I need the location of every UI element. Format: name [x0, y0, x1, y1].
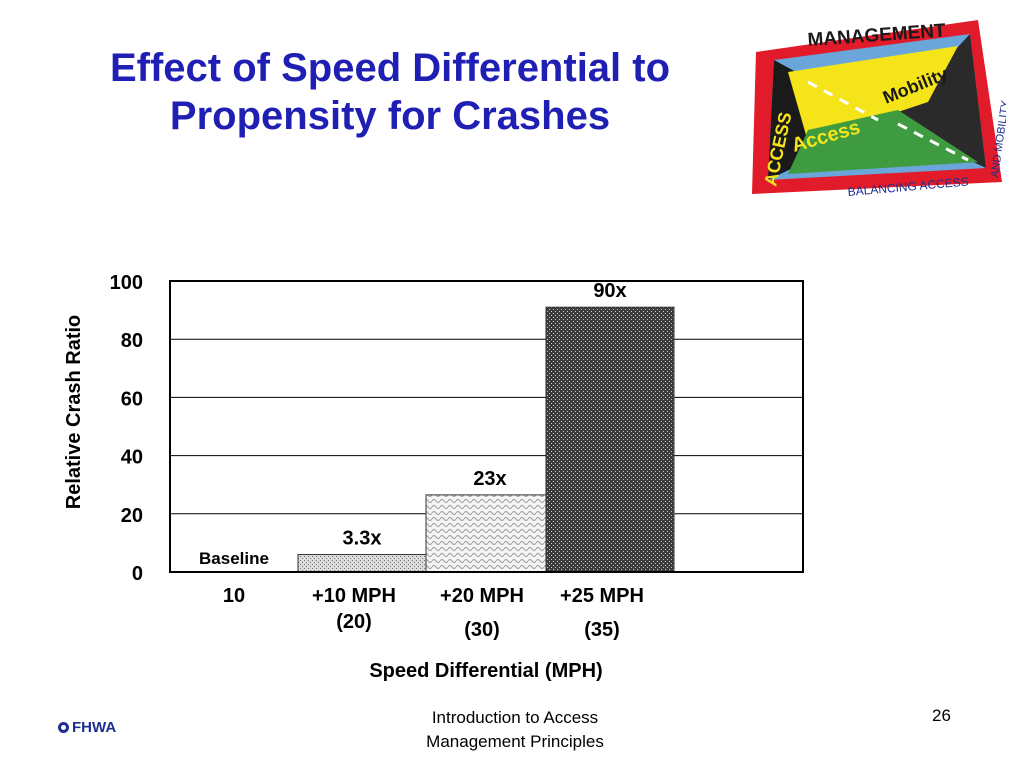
title-line-2: Propensity for Crashes: [169, 94, 611, 138]
x-tick-sublabel: (30): [464, 619, 500, 641]
bar-3: [545, 306, 675, 573]
x-tick-label: +25 MPH: [560, 585, 644, 607]
x-tick-sublabel: (20): [336, 611, 372, 633]
footer-caption: Introduction to Access Management Princi…: [390, 706, 640, 754]
logo-lane-line-1: [807, 80, 879, 122]
y-tick-label: 20: [121, 505, 143, 527]
bar-2: [425, 494, 555, 573]
y-axis-title: Relative Crash Ratio: [63, 315, 85, 510]
title-line-1: Effect of Speed Differential to: [109, 46, 671, 90]
y-tick-label: 40: [121, 447, 143, 469]
slide-title: Effect of Speed Differential to Propensi…: [40, 44, 740, 140]
y-tick-label: 100: [110, 272, 143, 294]
bar-value-label: 90x: [593, 280, 626, 302]
fhwa-label: FHWA: [72, 719, 117, 736]
page-number: 26: [932, 706, 951, 725]
fhwa-emblem-icon: [58, 722, 69, 733]
x-tick-sublabel: (35): [584, 619, 620, 641]
y-tick-label: 60: [121, 388, 143, 410]
y-tick-label: 0: [132, 563, 143, 585]
fhwa-logo: FHWA: [58, 719, 116, 736]
x-tick-label: +10 MPH: [312, 585, 396, 607]
x-tick-label: 10: [223, 585, 245, 607]
logo-road-right: [888, 34, 986, 168]
bar-value-label: Baseline: [199, 549, 269, 568]
footer-line-1: Introduction to Access: [431, 708, 599, 727]
x-tick-label: +20 MPH: [440, 585, 524, 607]
x-axis-title: Speed Differential (MPH): [369, 660, 602, 682]
logo-lane-line-2: [897, 122, 969, 162]
bar-1: [297, 554, 427, 573]
plot-area-frame: [169, 280, 804, 573]
footer-line-2: Management Principles: [426, 732, 604, 751]
y-tick-label: 80: [121, 330, 143, 352]
access-management-logo: ACCESS MANAGEMENT Mobility Access BALANC…: [752, 20, 1006, 198]
bar-value-label: 3.3x: [343, 528, 382, 550]
bar-value-label: 23x: [473, 468, 506, 490]
logo-yellow-band: [788, 46, 958, 142]
logo-green-band: [788, 110, 978, 174]
